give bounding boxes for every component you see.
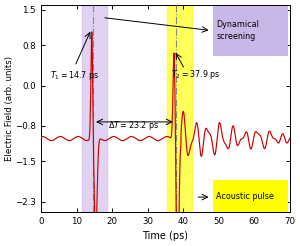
- Text: Acoustic pulse: Acoustic pulse: [216, 192, 274, 200]
- Bar: [82, 5, 107, 212]
- X-axis label: Time (ps): Time (ps): [142, 231, 188, 241]
- Text: $T_1 = 14.7$ ps: $T_1 = 14.7$ ps: [50, 69, 99, 82]
- Text: $T_2 = 37.9$ ps: $T_2 = 37.9$ ps: [171, 67, 220, 80]
- Text: Dynamical
screening: Dynamical screening: [216, 20, 259, 41]
- Text: $\Delta T = 23.2$ ps: $\Delta T = 23.2$ ps: [109, 119, 160, 132]
- Bar: [213, 180, 288, 212]
- Y-axis label: Electric Field (arb. units): Electric Field (arb. units): [5, 56, 14, 161]
- Bar: [167, 5, 192, 212]
- Bar: [213, 5, 288, 56]
